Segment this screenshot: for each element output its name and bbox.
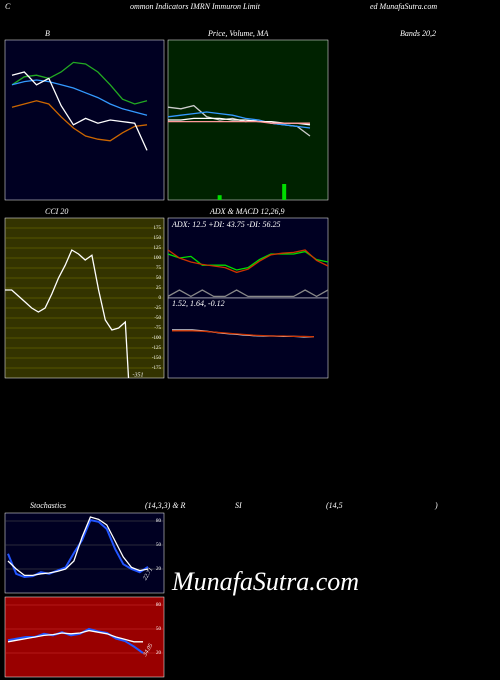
y-tick-label: 125 (154, 246, 162, 251)
chart-subtitle: 1.52, 1.64, -0.12 (172, 299, 225, 308)
y-tick-label: -100 (152, 336, 162, 341)
y-tick-label: 80 (156, 603, 162, 608)
series-line (11, 79, 148, 116)
y-tick-label: -125 (152, 346, 162, 351)
series-line (168, 111, 311, 129)
value-label: 22.71 (142, 567, 154, 582)
plot (5, 604, 164, 654)
series-line (168, 249, 328, 274)
y-tick-label: 0 (159, 296, 162, 301)
side-label: Bands 20,2 (400, 29, 436, 38)
y-tick-label: -150 (152, 356, 162, 361)
series-line (11, 71, 148, 151)
plot (168, 249, 328, 298)
y-tick-label: 100 (154, 256, 162, 261)
panel (167, 297, 329, 379)
series-line (7, 629, 143, 643)
y-tick-label: -25 (154, 306, 161, 311)
chart-title: CCI 20 (45, 207, 68, 216)
side-label: ) (434, 501, 438, 510)
chart-title: Stochastics (30, 501, 66, 510)
chart-title: Price, Volume, MA (207, 29, 269, 38)
plot (5, 516, 164, 579)
series-line (168, 120, 310, 124)
series-line (172, 330, 315, 338)
y-tick-label: 150 (154, 236, 162, 241)
header-text: ed MunafaSutra.com (370, 2, 437, 11)
y-tick-label: 50 (156, 627, 162, 632)
plot (172, 329, 315, 338)
value-label: -351 (133, 372, 144, 378)
panel (4, 512, 165, 594)
series-line (7, 516, 149, 577)
chart-title: ADX & MACD 12,26,9 (209, 207, 284, 216)
series-line (168, 250, 328, 271)
y-tick-label: -75 (154, 326, 161, 331)
y-tick-label: 50 (156, 543, 162, 548)
chart-subtitle: ADX: 12.5 +DI: 43.75 -DI: 56.25 (171, 220, 281, 229)
series-line (168, 289, 328, 298)
y-tick-label: 20 (156, 651, 162, 656)
plot (5, 227, 164, 378)
y-tick-label: -175 (152, 366, 162, 371)
series-line (7, 519, 149, 579)
plot (11, 61, 148, 151)
chart-subtitle: (14,3,3) & R (145, 501, 186, 510)
series-line (11, 100, 148, 142)
chart-title: SI (235, 501, 242, 510)
volume-bar (217, 195, 222, 200)
y-tick-label: 80 (156, 519, 162, 524)
header-text: ommon Indicators IMRN Immuron Limit (130, 2, 261, 11)
series-line (11, 61, 148, 105)
chart-title: B (45, 29, 50, 38)
y-tick-label: 50 (156, 276, 162, 281)
y-tick-label: 75 (156, 266, 162, 271)
y-tick-label: -50 (154, 316, 161, 321)
series-line (7, 627, 144, 654)
watermark: MunafaSutra.com (171, 567, 359, 596)
y-tick-label: 20 (156, 567, 162, 572)
chart-subtitle: (14,5 (326, 501, 343, 510)
y-tick-label: 25 (156, 286, 162, 291)
volume-bar (282, 184, 287, 200)
series-line (5, 249, 130, 378)
header-text: C (5, 2, 11, 11)
plot (168, 104, 311, 200)
panel (4, 39, 165, 201)
y-tick-label: 175 (154, 226, 162, 231)
panel (167, 217, 329, 299)
